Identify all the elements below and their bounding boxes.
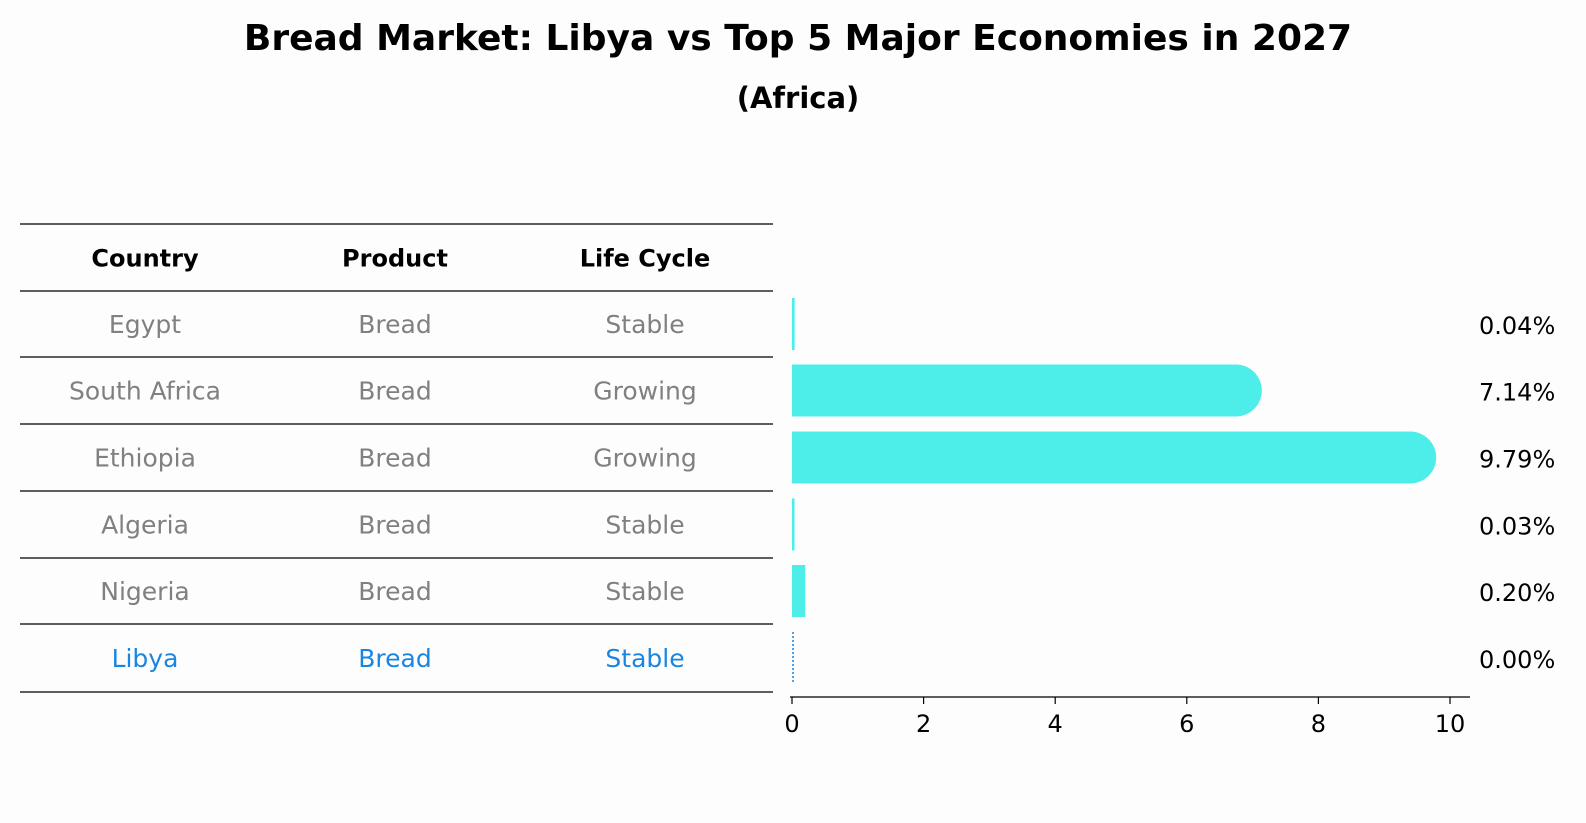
bar xyxy=(792,431,1437,484)
table-cell: Bread xyxy=(358,511,431,540)
bar-value-label: 9.79% xyxy=(1479,446,1555,474)
table-cell: Growing xyxy=(593,444,697,473)
table-cell: Bread xyxy=(358,444,431,473)
table-cell: Ethiopia xyxy=(94,444,196,473)
table-cell: Nigeria xyxy=(100,577,189,606)
x-tick-label: 2 xyxy=(916,710,931,738)
chart-title: Bread Market: Libya vs Top 5 Major Econo… xyxy=(244,18,1352,59)
table-cell: Bread xyxy=(358,310,431,339)
x-tick-label: 6 xyxy=(1179,710,1194,738)
bar-value-label: 7.14% xyxy=(1479,379,1555,407)
x-tick-label: 4 xyxy=(1048,710,1063,738)
table-cell: Growing xyxy=(593,377,697,406)
bar xyxy=(792,565,806,617)
x-tick-label: 0 xyxy=(784,710,799,738)
bar xyxy=(792,298,795,350)
table-cell: Bread xyxy=(358,377,431,406)
bar-plot xyxy=(792,298,1437,684)
data-table: Country Product Life Cycle Egypt Bread Stable… xyxy=(20,223,773,693)
bar xyxy=(792,364,1262,417)
table-cell: Egypt xyxy=(109,310,181,339)
table-header-cell: Product xyxy=(342,245,448,273)
bar-value-label: 0.20% xyxy=(1479,579,1555,607)
table-header-cell: Country xyxy=(91,245,199,273)
table-cell: Bread xyxy=(358,644,431,673)
bar-value-label: 0.00% xyxy=(1479,646,1555,674)
table-cell: Stable xyxy=(605,310,684,339)
x-axis: 0 2 4 6 8 10 xyxy=(784,696,1470,738)
table-cell: South Africa xyxy=(69,377,221,406)
bar xyxy=(792,498,795,551)
table-cell: Algeria xyxy=(101,511,189,540)
bar-value-label: 0.03% xyxy=(1479,513,1555,541)
table-cell: Stable xyxy=(605,511,684,540)
bar-value-label: 0.04% xyxy=(1479,312,1555,340)
value-labels: 0.04% 7.14% 9.79% 0.03% 0.20% 0.00% xyxy=(1479,312,1555,674)
x-tick-label: 10 xyxy=(1435,710,1466,738)
table-header-cell: Life Cycle xyxy=(580,245,711,273)
x-tick-label: 8 xyxy=(1311,710,1326,738)
table-cell: Stable xyxy=(605,577,684,606)
table-cell: Libya xyxy=(112,644,179,673)
table-cell: Stable xyxy=(605,644,684,673)
table-cell: Bread xyxy=(358,577,431,606)
chart-subtitle: (Africa) xyxy=(737,81,860,115)
